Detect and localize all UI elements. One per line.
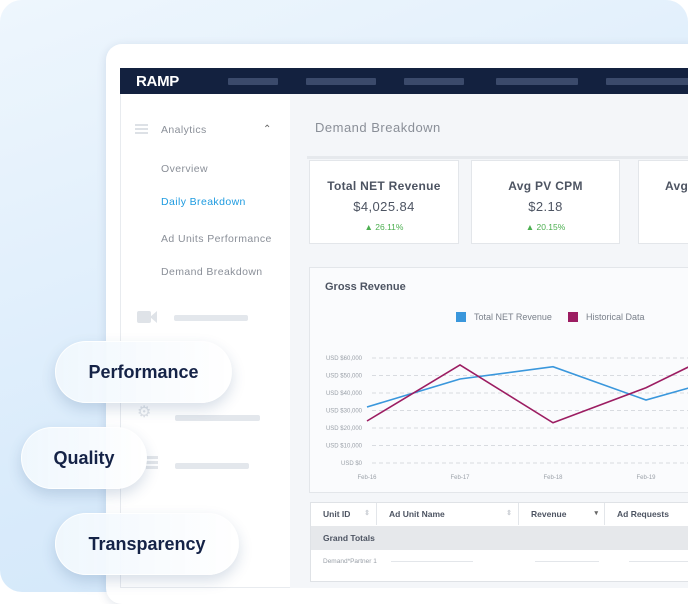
legend-label: Total NET Revenue xyxy=(474,312,552,322)
chart-plot: USD $0 USD $10,000 USD $20,000 USD $30,000 U… xyxy=(326,356,688,481)
column-header-ad-requests[interactable]: Ad Requests⇕ xyxy=(605,503,688,525)
y-tick-label: USD $0 xyxy=(341,461,363,467)
menu-icon[interactable] xyxy=(135,124,148,134)
card-change: ▲ 20.15% xyxy=(525,222,566,232)
y-tick-label: USD $60,000 xyxy=(326,356,363,362)
badge-performance: Performance xyxy=(55,341,232,403)
column-header-unit-id[interactable]: Unit ID ⇕ xyxy=(311,503,377,525)
top-navbar: RAMP xyxy=(120,68,688,94)
nav-item[interactable] xyxy=(228,78,278,85)
divider xyxy=(307,156,688,159)
cell-placeholder xyxy=(391,561,473,562)
legend-label: Historical Data xyxy=(586,312,645,322)
cell-placeholder xyxy=(629,561,688,562)
x-tick-label: Feb-19 xyxy=(636,475,656,481)
column-header-revenue[interactable]: Revenue ▾ xyxy=(519,503,605,525)
column-label: Revenue xyxy=(531,509,567,519)
sidebar-item-ad-units-performance[interactable]: Ad Units Performance xyxy=(161,233,272,245)
y-tick-label: USD $10,000 xyxy=(326,444,363,450)
grand-totals-row: Grand Totals xyxy=(311,526,688,550)
page-title: Demand Breakdown xyxy=(315,120,441,135)
sort-icon[interactable]: ⇕ xyxy=(364,510,370,517)
data-table: Unit ID ⇕ Ad Unit Name ⇕ Revenue ▾ Ad Reque… xyxy=(310,502,688,582)
column-label: Unit ID xyxy=(323,509,351,519)
series-line-total-net-revenue xyxy=(366,365,688,408)
column-label: Ad Unit Name xyxy=(389,509,445,519)
y-tick-label: USD $30,000 xyxy=(326,409,363,415)
nav-item[interactable] xyxy=(306,78,376,85)
card-label: Avg PV CPM xyxy=(508,179,583,193)
x-tick-label: Feb-18 xyxy=(543,475,563,481)
y-tick-label: USD $40,000 xyxy=(326,391,363,397)
chart-title: Gross Revenue xyxy=(325,281,406,293)
ramp-logo[interactable]: RAMP xyxy=(136,73,179,90)
gross-revenue-chart: Gross Revenue Total NET Revenue Historic… xyxy=(309,267,688,493)
sidebar-placeholder[interactable] xyxy=(174,315,248,321)
sort-icon[interactable]: ⇕ xyxy=(506,510,512,517)
y-tick-label: USD $50,000 xyxy=(326,374,363,380)
card-value: $2.18 xyxy=(528,199,563,214)
server-icon[interactable] xyxy=(146,456,158,470)
card-label: Total NET Revenue xyxy=(327,179,441,193)
column-label: Ad Requests xyxy=(617,509,669,519)
legend-item-historical-data[interactable]: Historical Data xyxy=(568,312,645,322)
x-tick-label: Feb-16 xyxy=(357,475,377,481)
stat-card-avg: Avg xyxy=(638,160,688,244)
nav-item[interactable] xyxy=(496,78,578,85)
y-tick-label: USD $20,000 xyxy=(326,426,363,432)
sort-desc-icon[interactable]: ▾ xyxy=(594,510,598,517)
table-row-name[interactable]: Demand*Partner 1 xyxy=(323,558,377,565)
chevron-up-icon[interactable]: ⌃ xyxy=(263,124,272,135)
video-icon-lens xyxy=(150,311,157,323)
stat-card-total-net-revenue: Total NET Revenue $4,025.84 ▲ 26.11% xyxy=(309,160,459,244)
column-header-ad-unit-name[interactable]: Ad Unit Name ⇕ xyxy=(377,503,519,525)
legend-swatch xyxy=(568,312,578,322)
sidebar-item-overview[interactable]: Overview xyxy=(161,163,208,175)
cell-placeholder xyxy=(535,561,599,562)
badge-transparency: Transparency xyxy=(55,513,239,575)
card-label: Avg xyxy=(665,179,688,193)
stat-card-avg-pv-cpm: Avg PV CPM $2.18 ▲ 20.15% xyxy=(471,160,620,244)
nav-item[interactable] xyxy=(606,78,688,85)
video-icon[interactable] xyxy=(137,311,151,323)
sidebar-placeholder[interactable] xyxy=(175,463,249,469)
sidebar-item-daily-breakdown[interactable]: Daily Breakdown xyxy=(161,196,246,208)
sidebar-section-analytics[interactable]: Analytics xyxy=(161,124,207,136)
x-tick-label: Feb-17 xyxy=(450,475,470,481)
card-value: $4,025.84 xyxy=(353,199,415,214)
main-content: Demand Breakdown Total NET Revenue $4,02… xyxy=(290,94,688,588)
sidebar-placeholder[interactable] xyxy=(175,415,260,421)
nav-item[interactable] xyxy=(404,78,464,85)
legend-swatch xyxy=(456,312,466,322)
badge-quality: Quality xyxy=(21,427,147,489)
series-line-historical-data xyxy=(366,364,688,424)
sidebar-item-demand-breakdown[interactable]: Demand Breakdown xyxy=(161,266,263,278)
legend-item-total-net-revenue[interactable]: Total NET Revenue xyxy=(456,312,552,322)
gears-icon[interactable]: ⚙ xyxy=(137,404,152,421)
card-change: ▲ 26.11% xyxy=(364,222,404,232)
